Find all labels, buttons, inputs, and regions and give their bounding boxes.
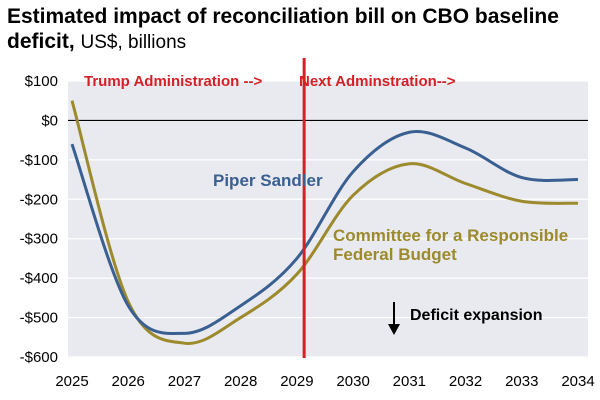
x-tick-label: 2025 (55, 373, 88, 390)
series-line-crfb (70, 100, 579, 345)
x-tick-label: 2030 (336, 373, 369, 390)
x-tick-label: 2029 (280, 373, 313, 390)
x-tick-label: 2026 (112, 373, 145, 390)
label-crfb-line1: Committee for a Responsible (333, 226, 568, 245)
y-tick-label: -$300 (20, 231, 58, 248)
annotation-next-administration: Next Adminstration--> (299, 73, 456, 90)
series-line-piper-sandler (70, 129, 579, 335)
y-tick-label: $100 (25, 73, 58, 90)
y-tick-label: $0 (41, 112, 58, 129)
x-tick-label: 2032 (449, 373, 482, 390)
x-tick-label: 2031 (393, 373, 426, 390)
y-tick-label: -$100 (20, 152, 58, 169)
plot-area (68, 81, 588, 357)
y-tick-label: -$200 (20, 191, 58, 208)
x-tick-label: 2033 (505, 373, 538, 390)
y-tick-label: -$600 (20, 349, 58, 366)
x-tick-label: 2028 (224, 373, 257, 390)
chart-title: Estimated impact of reconciliation bill … (7, 4, 597, 55)
x-tick-label: 2034 (561, 373, 594, 390)
annotation-trump-administration: Trump Administration --> (84, 73, 262, 90)
y-tick-label: -$400 (20, 270, 58, 287)
label-piper-sandler: Piper Sandler (213, 171, 323, 190)
chart-title-main: Estimated impact of reconciliation bill … (7, 5, 559, 53)
chart-subtitle: US$, billions (80, 32, 187, 53)
y-tick-label: -$500 (20, 310, 58, 327)
label-deficit-expansion: Deficit expansion (410, 307, 542, 324)
label-crfb-line2: Federal Budget (333, 245, 457, 264)
x-tick-label: 2027 (168, 373, 201, 390)
deficit-arrow-icon (388, 324, 400, 335)
